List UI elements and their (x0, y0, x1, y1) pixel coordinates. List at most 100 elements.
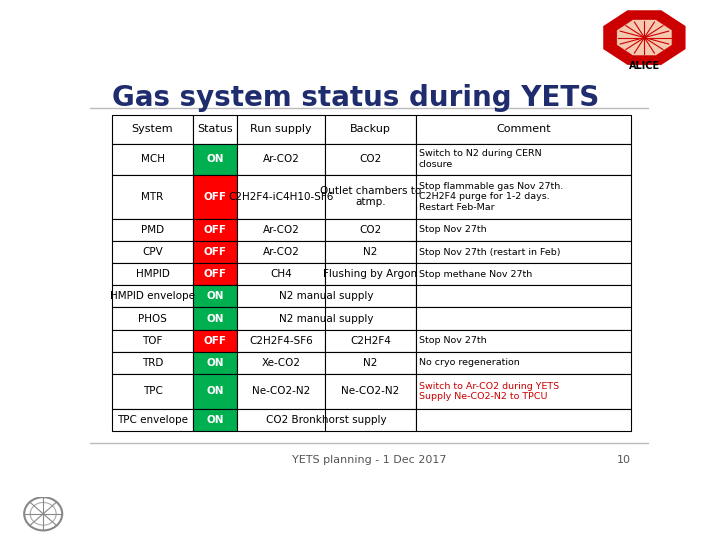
Bar (193, 219, 237, 241)
Text: CO2: CO2 (359, 154, 382, 164)
Bar (112, 114, 193, 144)
Bar (416, 352, 631, 374)
Bar (237, 307, 416, 329)
Text: CO2 Bronkhorst supply: CO2 Bronkhorst supply (266, 415, 387, 424)
Text: Ar-CO2: Ar-CO2 (263, 154, 300, 164)
Bar (193, 307, 237, 329)
Text: N2 manual supply: N2 manual supply (279, 292, 374, 301)
Text: HMPID envelope: HMPID envelope (110, 292, 195, 301)
Text: C2H2F4-SF6: C2H2F4-SF6 (249, 336, 313, 346)
Bar (112, 352, 193, 374)
Bar (416, 374, 631, 409)
Bar (237, 374, 325, 409)
Text: Switch to N2 during CERN
closure: Switch to N2 during CERN closure (419, 150, 541, 168)
Bar (193, 144, 237, 174)
Bar (193, 174, 237, 219)
Bar (193, 409, 237, 431)
Text: Stop Nov 27th (restart in Feb): Stop Nov 27th (restart in Feb) (419, 248, 560, 256)
Text: ON: ON (206, 154, 224, 164)
Bar (325, 219, 416, 241)
Bar (237, 352, 325, 374)
Bar (237, 219, 325, 241)
Text: N2: N2 (364, 358, 378, 368)
Text: No cryo regeneration: No cryo regeneration (419, 359, 519, 367)
Bar (193, 114, 237, 144)
Bar (237, 263, 325, 285)
Text: TRD: TRD (142, 358, 163, 368)
Polygon shape (617, 19, 672, 56)
Bar (416, 219, 631, 241)
Text: Switch to Ar-CO2 during YETS
Supply Ne-CO2-N2 to TPCU: Switch to Ar-CO2 during YETS Supply Ne-C… (419, 382, 559, 401)
Bar (193, 241, 237, 263)
Bar (112, 219, 193, 241)
Bar (416, 263, 631, 285)
Bar (112, 241, 193, 263)
Bar (237, 174, 325, 219)
Text: MCH: MCH (140, 154, 165, 164)
Text: C2H2F4-iC4H10-SF6: C2H2F4-iC4H10-SF6 (228, 192, 333, 201)
Bar (237, 409, 416, 431)
Text: OFF: OFF (203, 247, 226, 257)
Text: TPC: TPC (143, 386, 163, 396)
Bar (237, 144, 325, 174)
Text: Gas system status during YETS: Gas system status during YETS (112, 84, 600, 112)
Bar (193, 285, 237, 307)
Bar (325, 352, 416, 374)
Text: ON: ON (206, 358, 224, 368)
Bar (416, 409, 631, 431)
Text: System: System (132, 124, 174, 134)
Bar (237, 285, 416, 307)
Text: 10: 10 (617, 455, 631, 465)
Bar (112, 307, 193, 329)
Bar (325, 241, 416, 263)
Bar (237, 329, 325, 352)
Bar (193, 263, 237, 285)
Text: N2: N2 (364, 247, 378, 257)
Text: TOF: TOF (143, 336, 163, 346)
Bar (416, 285, 631, 307)
Text: PMD: PMD (141, 225, 164, 235)
Bar (325, 174, 416, 219)
Text: N2 manual supply: N2 manual supply (279, 314, 374, 323)
Text: OFF: OFF (203, 269, 226, 279)
Text: Comment: Comment (496, 124, 551, 134)
Bar (112, 409, 193, 431)
Bar (416, 144, 631, 174)
Text: Stop Nov 27th: Stop Nov 27th (419, 225, 486, 234)
Text: Status: Status (197, 124, 233, 134)
Text: Stop flammable gas Nov 27th.
C2H2F4 purge for 1-2 days.
Restart Feb-Mar: Stop flammable gas Nov 27th. C2H2F4 purg… (419, 182, 563, 212)
Text: CPV: CPV (142, 247, 163, 257)
Text: Ar-CO2: Ar-CO2 (263, 247, 300, 257)
Polygon shape (605, 12, 684, 64)
Bar (193, 329, 237, 352)
Text: ON: ON (206, 292, 224, 301)
Bar (112, 144, 193, 174)
Text: Run supply: Run supply (250, 124, 312, 134)
Text: Ne-CO2-N2: Ne-CO2-N2 (341, 386, 400, 396)
Text: OFF: OFF (203, 336, 226, 346)
Text: ON: ON (206, 386, 224, 396)
Text: TPC envelope: TPC envelope (117, 415, 188, 424)
Bar (193, 374, 237, 409)
Bar (112, 174, 193, 219)
Text: YETS planning - 1 Dec 2017: YETS planning - 1 Dec 2017 (292, 455, 446, 465)
Bar (325, 263, 416, 285)
Text: Backup: Backup (350, 124, 391, 134)
Text: PHOS: PHOS (138, 314, 167, 323)
Bar (325, 114, 416, 144)
Bar (416, 329, 631, 352)
Text: OFF: OFF (203, 225, 226, 235)
Text: OFF: OFF (203, 192, 226, 201)
Bar (416, 114, 631, 144)
Bar (325, 144, 416, 174)
Bar (112, 329, 193, 352)
Text: C2H2F4: C2H2F4 (350, 336, 391, 346)
Bar (325, 329, 416, 352)
Bar (416, 307, 631, 329)
Text: ALICE: ALICE (629, 61, 660, 71)
Text: ON: ON (206, 314, 224, 323)
Bar (193, 352, 237, 374)
Text: ON: ON (206, 415, 224, 424)
Bar (416, 241, 631, 263)
Bar (112, 285, 193, 307)
